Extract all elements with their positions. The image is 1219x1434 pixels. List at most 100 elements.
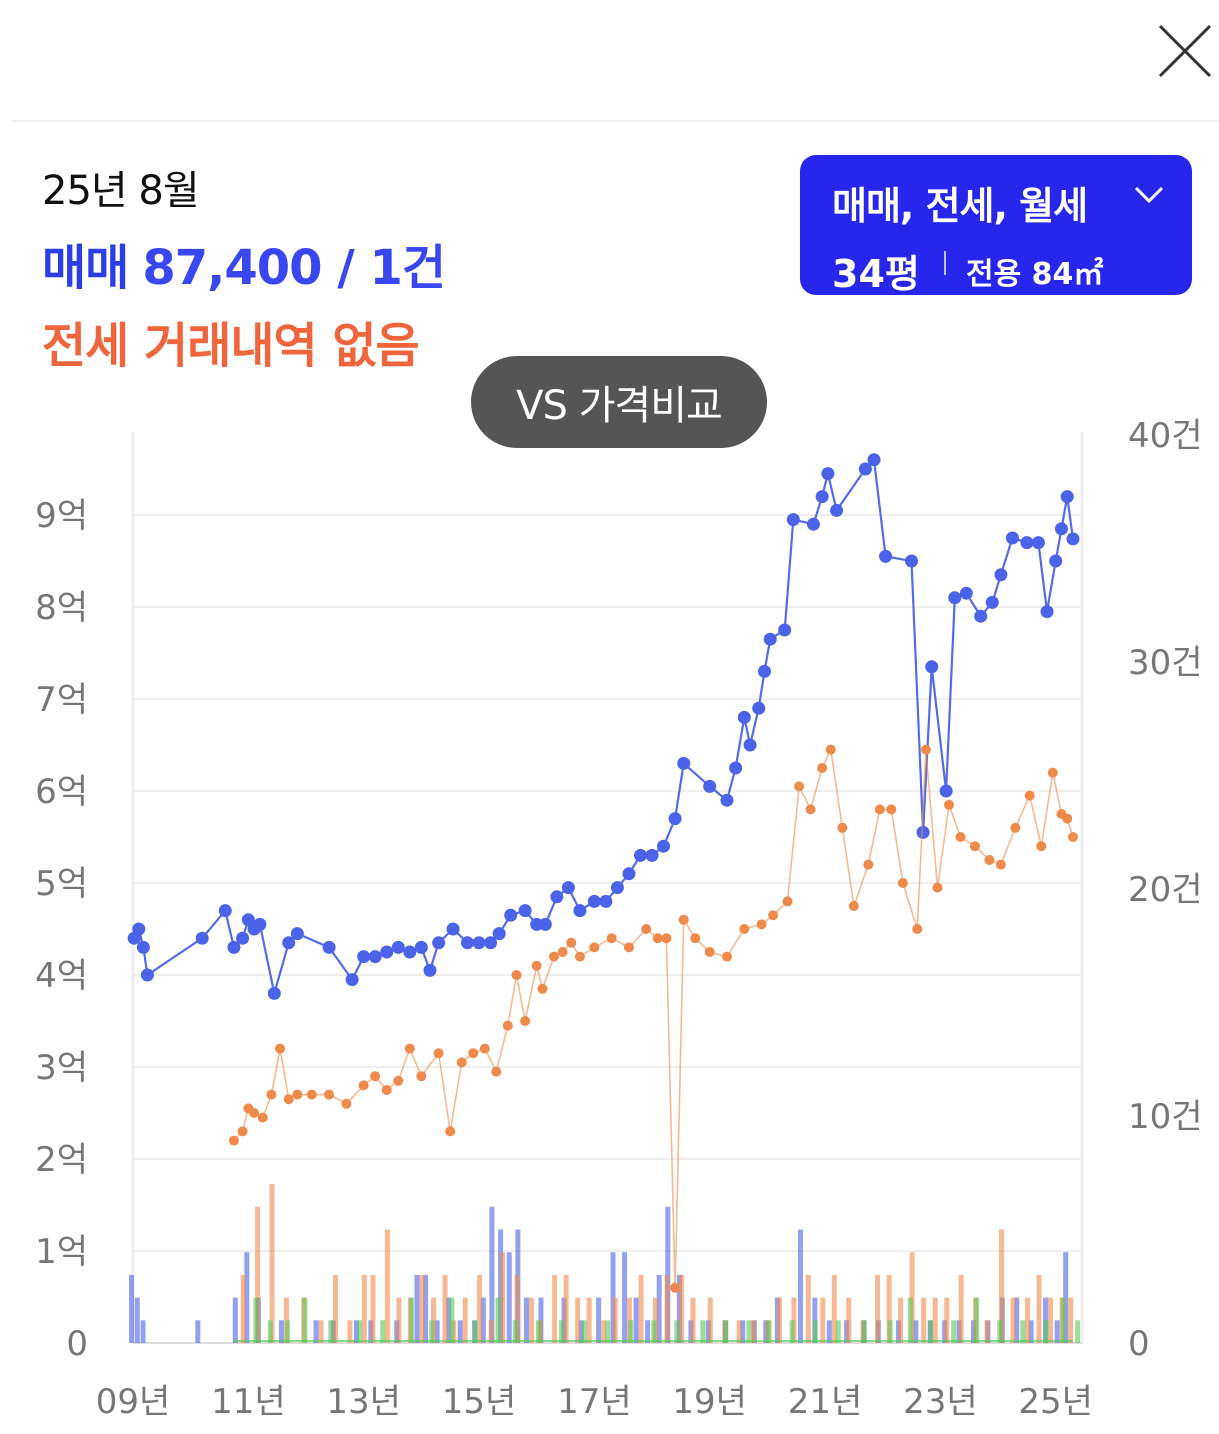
jeonse-price-point — [837, 822, 848, 833]
jeonse-price-point — [739, 924, 750, 934]
sale-price-point — [657, 839, 671, 853]
jeonse-price-point — [690, 933, 701, 944]
jeonse-price-point — [537, 983, 548, 994]
volume-bar — [907, 1297, 913, 1343]
jeonse-price-point — [721, 951, 732, 962]
volume-bar — [951, 1320, 957, 1343]
volume-bar — [488, 1320, 494, 1343]
volume-bar — [861, 1320, 867, 1343]
volume-bar — [1020, 1320, 1026, 1343]
volume-bar — [746, 1320, 752, 1343]
volume-bar — [958, 1274, 964, 1343]
volume-bar — [240, 1274, 246, 1343]
volume-bar — [974, 1297, 980, 1343]
sale-price-point — [322, 940, 336, 954]
sale-price-point — [974, 609, 988, 623]
sale-price-point — [939, 784, 953, 798]
sale-price-point — [858, 462, 872, 476]
jeonse-price-point — [404, 1043, 415, 1054]
volume-bar — [664, 1274, 670, 1343]
sale-price-point — [1054, 522, 1068, 536]
sale-price-point — [806, 517, 820, 531]
volume-bar — [586, 1297, 592, 1343]
jeonse-price-point — [589, 942, 600, 953]
volume-bar — [628, 1320, 634, 1343]
sale-price-point — [227, 940, 241, 954]
sale-price-point — [925, 660, 939, 674]
volume-bar — [826, 1320, 832, 1343]
volume-bar — [529, 1297, 535, 1343]
volume-bar — [601, 1320, 607, 1343]
selected-date: 25년 8월 — [42, 168, 200, 214]
volume-bar — [552, 1274, 558, 1343]
jeonse-summary: 전세 거래내역 없음 — [42, 318, 420, 374]
volume-bar — [723, 1320, 729, 1343]
volume-bar — [269, 1184, 275, 1343]
sale-price-point — [492, 927, 506, 941]
sale-price-point — [345, 973, 359, 987]
sale-price-point — [1005, 531, 1019, 545]
filter-size: 34평 — [832, 252, 920, 296]
jeonse-price-point — [228, 1135, 239, 1146]
jeonse-price-point — [1024, 790, 1035, 801]
jeonse-price-point — [324, 1089, 335, 1100]
close-button[interactable] — [1150, 16, 1219, 86]
filter-dropdown[interactable]: 매매, 전세, 월세 34평 전용 84㎡ — [800, 155, 1192, 296]
y-left-tick-label: 8억 — [35, 588, 88, 628]
jeonse-price-point — [817, 763, 828, 773]
volume-bar — [678, 1274, 684, 1343]
x-tick-label: 23년 — [903, 1382, 978, 1422]
sale-price-point — [518, 904, 532, 918]
volume-bar — [462, 1297, 468, 1343]
jeonse-price-point — [249, 1108, 260, 1118]
x-tick-label: 25년 — [1018, 1382, 1093, 1422]
jeonse-price-point — [670, 1282, 681, 1293]
sale-price-point — [1049, 554, 1063, 568]
sale-price-point — [867, 453, 881, 467]
sale-price-point — [633, 848, 647, 862]
jeonse-price-point — [932, 882, 943, 893]
volume-bar — [1036, 1274, 1042, 1343]
sale-price-point — [879, 549, 893, 563]
volume-bar — [1043, 1320, 1049, 1343]
volume-bar — [1060, 1297, 1066, 1343]
sale-price-point — [786, 513, 800, 527]
volume-bar — [578, 1320, 584, 1343]
jeonse-price-point — [468, 1048, 479, 1059]
sale-price-point — [414, 940, 428, 954]
y-right-tick-label: 30건 — [1128, 643, 1203, 683]
sale-price-point — [729, 761, 743, 775]
sale-price-point — [136, 940, 150, 954]
jeonse-price-point — [874, 804, 885, 815]
volume-bar — [370, 1274, 376, 1343]
volume-bar — [805, 1274, 811, 1343]
jeonse-price-point — [266, 1089, 277, 1100]
sale-price-point — [994, 568, 1008, 582]
vs-compare-button[interactable]: VS 가격비교 — [471, 356, 767, 448]
volume-bar — [267, 1320, 273, 1343]
y-left-tick-label: 3억 — [35, 1048, 88, 1088]
volume-bar — [1024, 1297, 1030, 1343]
jeonse-price-point — [445, 1126, 456, 1137]
volume-bar — [622, 1252, 628, 1343]
volume-bar — [674, 1320, 680, 1343]
volume-bar — [318, 1320, 324, 1343]
volume-bar — [302, 1297, 308, 1343]
sale-price-point — [757, 664, 771, 678]
volume-bar — [429, 1320, 435, 1343]
volume-bars — [129, 1184, 1081, 1343]
sale-price-point — [743, 738, 757, 752]
jeonse-price-point — [433, 1048, 444, 1059]
volume-bar — [944, 1297, 950, 1343]
y-right-tick-label: 10건 — [1128, 1097, 1203, 1137]
sale-price-point — [432, 936, 446, 950]
sale-price-point — [985, 595, 999, 609]
jeonse-price-point — [520, 1016, 531, 1026]
volume-bar — [414, 1274, 420, 1343]
volume-bar — [707, 1297, 713, 1343]
jeonse-price-point — [805, 804, 816, 815]
sale-price-point — [218, 904, 232, 918]
x-tick-label: 21년 — [788, 1382, 863, 1422]
x-tick-label: 13년 — [326, 1382, 401, 1422]
x-tick-label: 15년 — [442, 1382, 517, 1422]
